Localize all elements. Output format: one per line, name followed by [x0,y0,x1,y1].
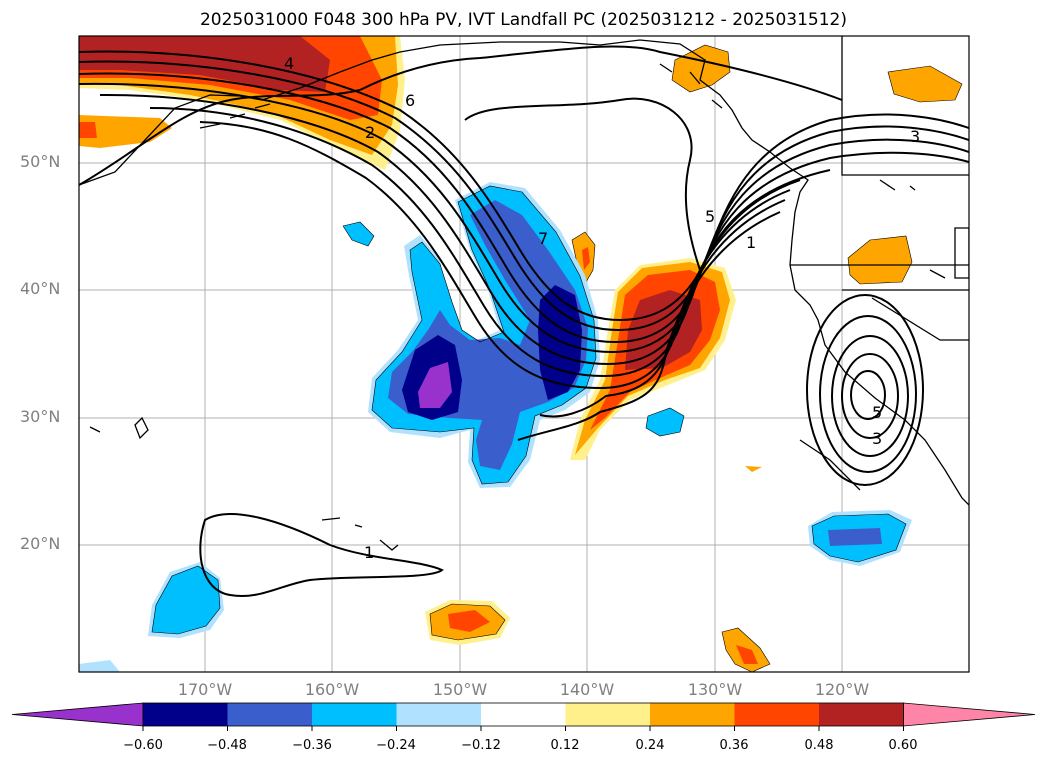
lon-label: 130°W [687,680,743,699]
contour-label: 5 [705,207,715,226]
contour-label: 6 [405,91,415,110]
colorbar-segment [312,703,397,726]
map-title: 2025031000 F048 300 hPa PV, IVT Landfall… [199,10,847,30]
lon-label: 160°W [304,680,360,699]
lon-label: 150°W [432,680,488,699]
colorbar-tick-label: −0.36 [292,738,332,753]
contour-label: 1 [746,233,756,252]
colorbar-tick-label: −0.24 [376,738,416,753]
colorbar-extend-low [11,702,144,727]
map-border [78,35,970,673]
pv-positive-subtropic-2-core [736,645,758,664]
colorbar-tick-label: 0.60 [888,738,918,753]
lat-label: 40°N [20,279,61,298]
pv-negative-small-1 [342,221,375,247]
contour-label: 7 [538,229,548,248]
lat-label: 50°N [20,152,61,171]
contour-label: 2 [365,123,375,142]
colorbar-border [142,702,904,727]
pv-positive-tiny [745,466,762,472]
lon-label: 170°W [177,680,233,699]
pv-negative-baja-core [828,528,882,546]
contour-label: 3 [910,127,920,146]
colorbar-tick-label: −0.12 [461,738,501,753]
colorbar-segment [143,703,228,726]
colorbar-tick-label: −0.60 [123,738,163,753]
colorbar-tick-label: 0.24 [635,738,665,753]
lat-label: 20°N [20,534,61,553]
ivt-contours [79,45,969,597]
colorbar-segment [481,703,566,726]
colorbar-segment [650,703,735,726]
colorbar-segment [734,703,820,726]
lon-label: 140°W [559,680,615,699]
contour-label: 5 [872,403,882,422]
colorbar-tick-label: 0.12 [550,738,580,753]
pv-positive-small-1-core [582,247,590,270]
contour-label: 3 [872,429,882,448]
pv-positive-great-basin [847,235,913,285]
colorbar-tick-label: 0.48 [804,738,834,753]
pv-positive-hudson [887,65,963,103]
colorbar-segment [227,703,313,726]
pv-negative-hawaii-sw-core [151,565,221,635]
contour-label: 1 [364,543,374,562]
pv-negative-trough [368,182,600,488]
contour-label: 4 [284,54,294,73]
colorbar-segment [396,703,482,726]
pv-negative-small-2 [645,407,685,437]
colorbar [11,702,1036,731]
pv-positive-subtropic-1-core [448,610,490,632]
colorbar-segment [819,703,904,726]
colorbar-segment [565,703,651,726]
colorbar-tick-label: −0.48 [207,738,247,753]
contour-labels: 4 6 2 7 5 1 3 5 3 1 [284,54,920,562]
lat-label: 30°N [20,407,61,426]
colorbar-extend-high [903,702,1036,727]
colorbar-tick-label: 0.36 [719,738,749,753]
lon-label: 120°W [814,680,870,699]
pv-negative-corner [79,660,120,672]
